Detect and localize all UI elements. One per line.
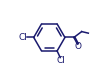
Text: Cl: Cl <box>19 33 28 42</box>
Text: O: O <box>75 42 82 51</box>
Text: Cl: Cl <box>57 56 66 65</box>
